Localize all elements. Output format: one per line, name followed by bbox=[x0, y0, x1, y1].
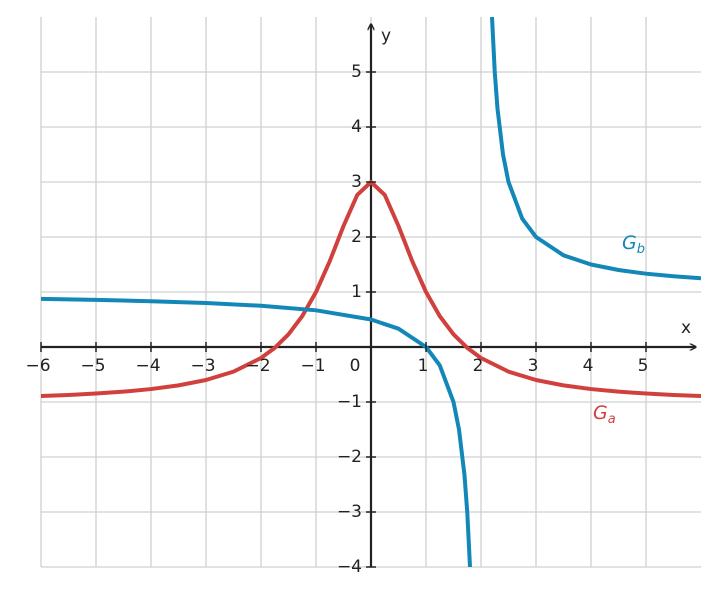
y-tick-label: 5 bbox=[351, 62, 362, 82]
y-tick-label: −2 bbox=[337, 447, 362, 467]
x-tick-label: 5 bbox=[638, 356, 649, 376]
x-tick-label: −1 bbox=[300, 356, 325, 376]
curve-label: Gb bbox=[622, 232, 645, 257]
curve-label: Ga bbox=[593, 402, 616, 427]
x-tick-label: 0 bbox=[350, 356, 361, 376]
x-tick-label: 1 bbox=[418, 356, 429, 376]
y-axis-label: y bbox=[381, 26, 391, 46]
y-tick-label: −1 bbox=[337, 392, 362, 412]
x-axis-label: x bbox=[681, 318, 691, 338]
y-tick-label: 4 bbox=[351, 117, 362, 137]
x-tick-label: −4 bbox=[135, 356, 160, 376]
y-tick-label: 3 bbox=[351, 172, 362, 192]
y-tick-label: 2 bbox=[351, 227, 362, 247]
x-tick-label: −5 bbox=[80, 356, 105, 376]
x-tick-label: 2 bbox=[473, 356, 484, 376]
x-tick-label: 4 bbox=[583, 356, 594, 376]
x-tick-label: −2 bbox=[245, 356, 270, 376]
curve bbox=[41, 16, 701, 567]
y-tick-label: −4 bbox=[337, 557, 362, 577]
x-tick-label: −3 bbox=[190, 356, 215, 376]
y-tick-label: 1 bbox=[351, 282, 362, 302]
x-tick-label: −6 bbox=[25, 356, 50, 376]
y-tick-label: −3 bbox=[337, 502, 362, 522]
x-tick-label: 3 bbox=[528, 356, 539, 376]
